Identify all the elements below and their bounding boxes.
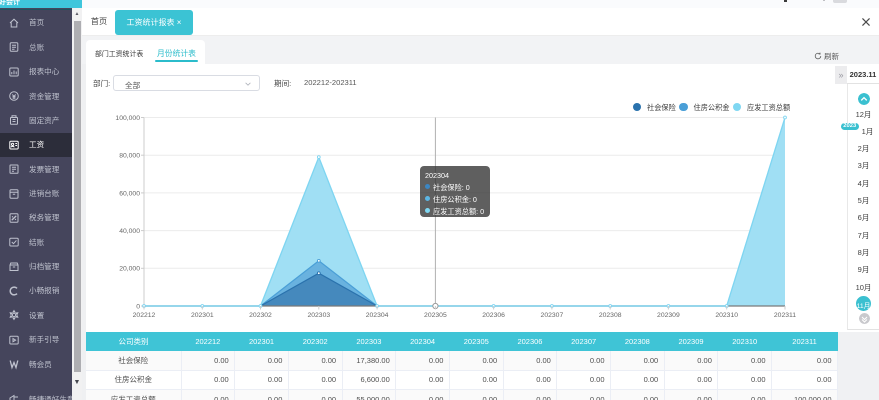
svg-text:202309: 202309 <box>657 312 680 319</box>
svg-text:202311: 202311 <box>774 312 796 319</box>
svg-text:20,000: 20,000 <box>119 266 140 273</box>
svg-text:100,000: 100,000 <box>115 115 140 122</box>
svg-text:60,000: 60,000 <box>119 190 140 197</box>
svg-text:40,000: 40,000 <box>119 228 140 235</box>
svg-text:202307: 202307 <box>541 312 564 319</box>
svg-text:202304: 202304 <box>366 312 389 319</box>
svg-text:202310: 202310 <box>715 312 738 319</box>
svg-text:202308: 202308 <box>599 312 622 319</box>
svg-text:202303: 202303 <box>307 312 330 319</box>
svg-text:202305: 202305 <box>424 312 447 319</box>
svg-text:80,000: 80,000 <box>119 153 140 160</box>
svg-text:0: 0 <box>136 303 140 310</box>
svg-text:202212: 202212 <box>133 312 156 319</box>
svg-text:202301: 202301 <box>191 312 214 319</box>
svg-text:202306: 202306 <box>482 312 505 319</box>
svg-text:202302: 202302 <box>249 312 272 319</box>
